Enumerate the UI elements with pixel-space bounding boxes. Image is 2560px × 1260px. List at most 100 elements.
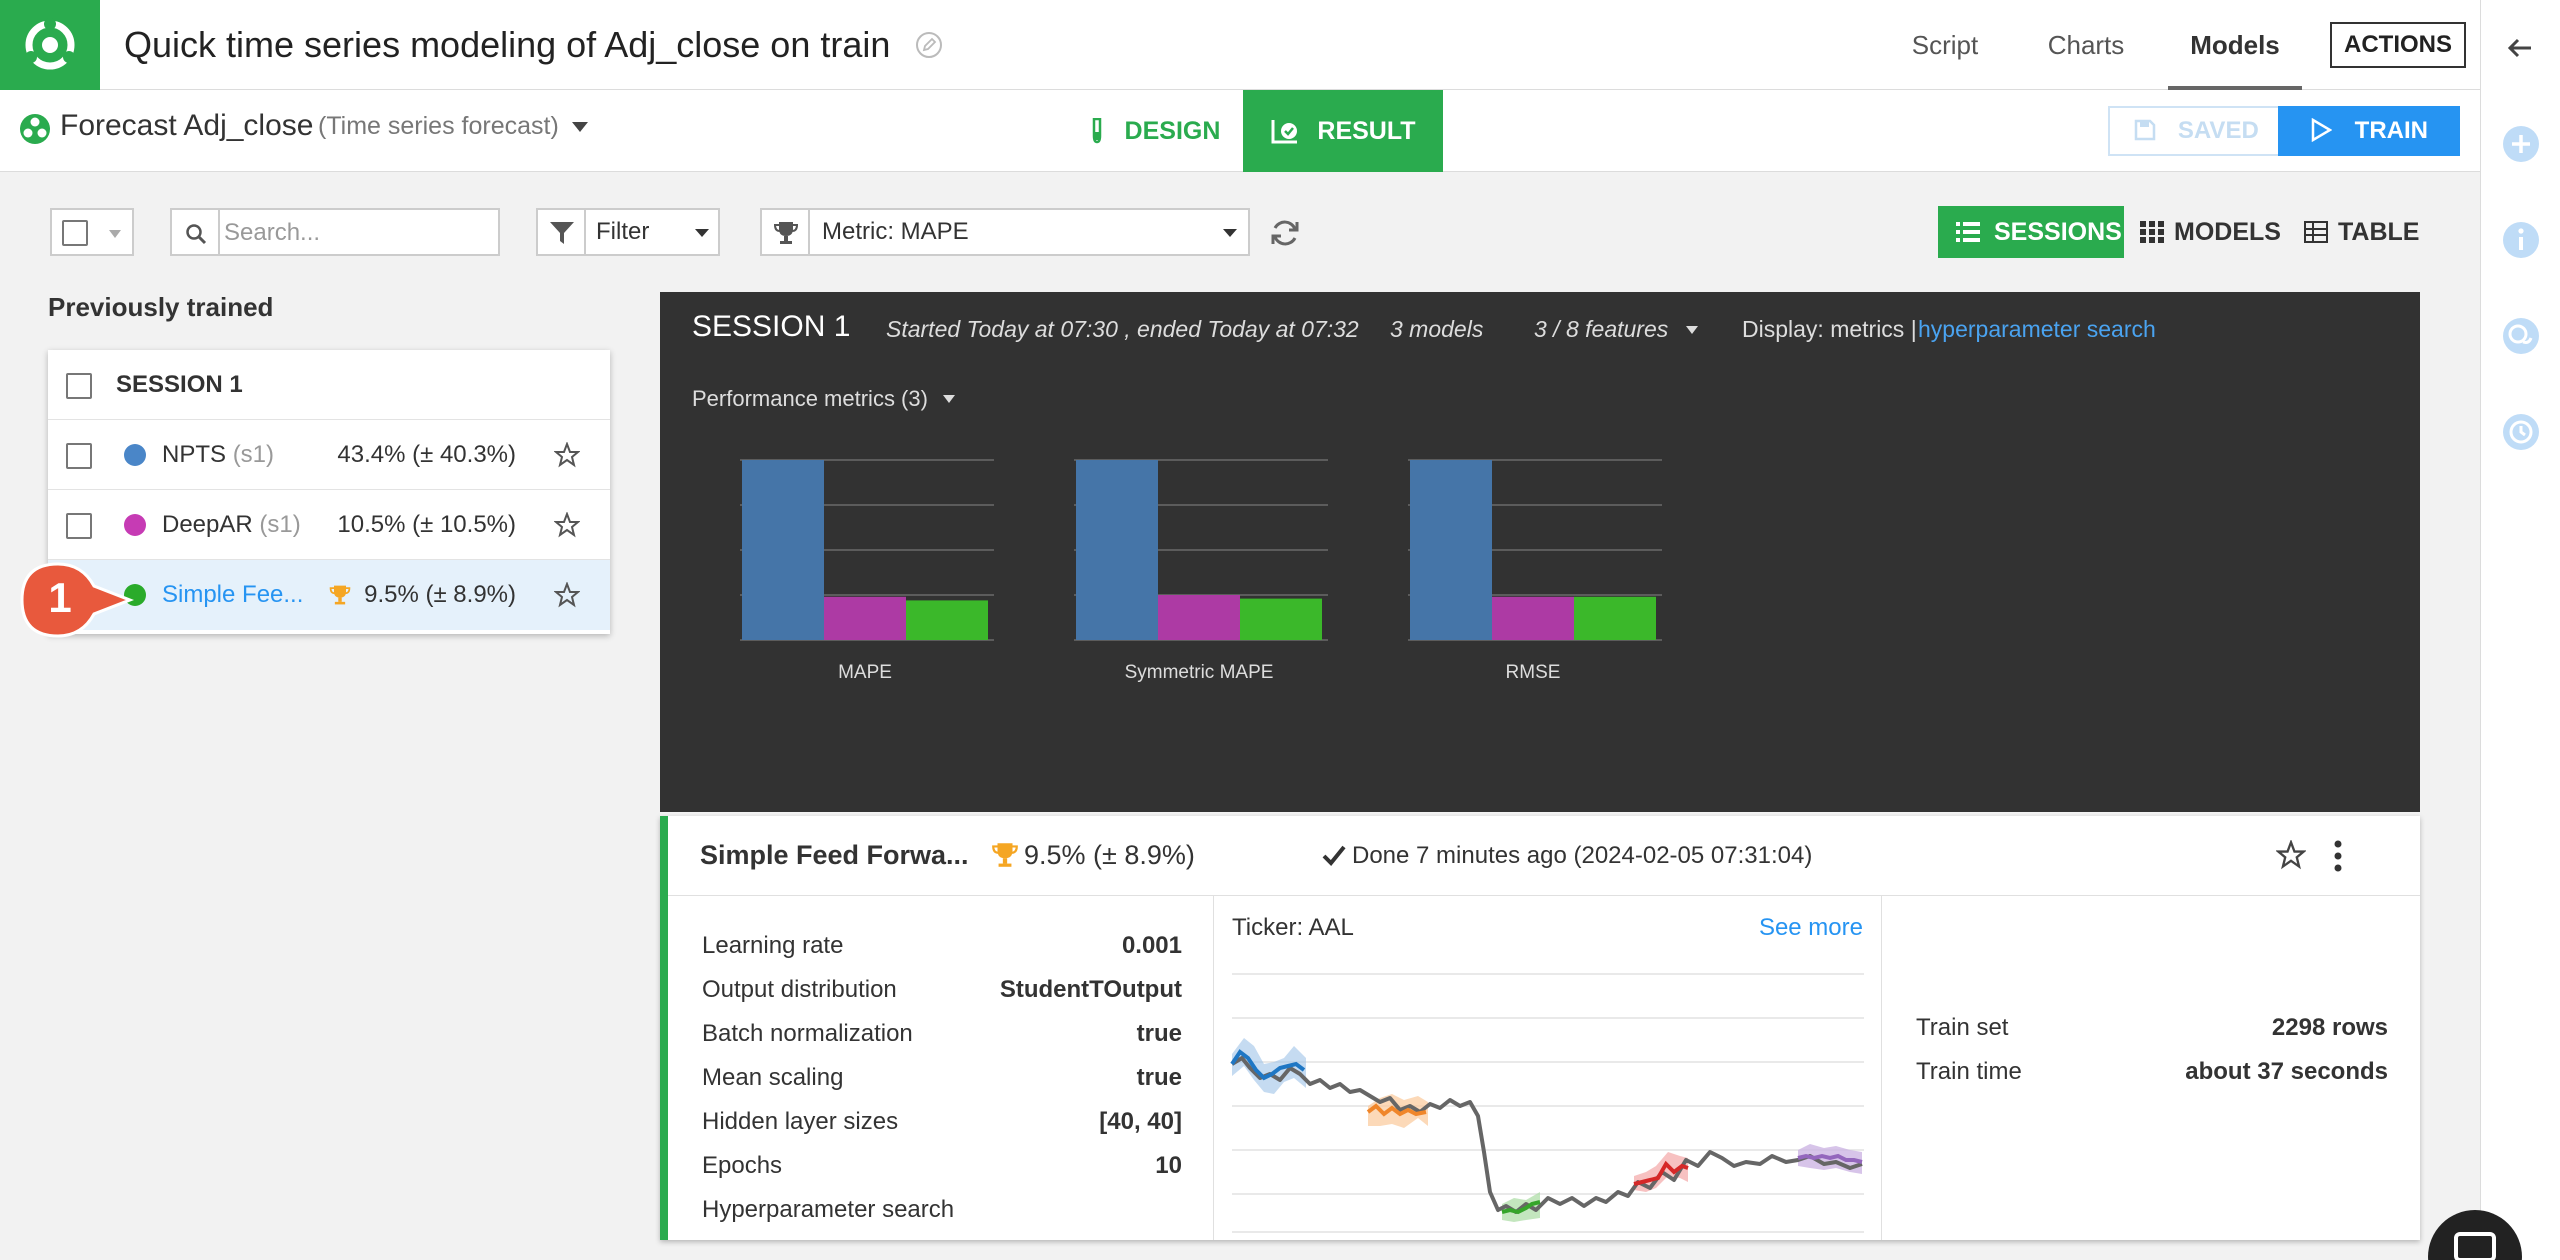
history-icon[interactable] [2499,410,2543,454]
bar-deepar-mape[interactable] [824,596,906,640]
save-disk-icon [2134,119,2156,141]
search-input[interactable] [224,218,486,248]
model-checkbox[interactable] [66,443,92,469]
bar-npts-rmse[interactable] [1410,460,1492,640]
actions-button[interactable]: ACTIONS [2330,22,2466,68]
bar-deepar-symmetric-mape[interactable] [1158,595,1240,640]
edit-title-icon[interactable] [914,30,944,60]
session-features-dropdown[interactable]: 3 / 8 features [1534,316,1699,343]
analysis-subheader: Forecast Adj_close (Time series forecast… [0,90,2480,172]
forecast-line-red [1633,1160,1689,1186]
model-name[interactable]: DeepAR (s1) [162,511,301,538]
caret-down-icon [1685,326,1698,334]
model-row-npts[interactable]: NPTS (s1) 43.4% (± 40.3%) [48,420,610,490]
hyperparameter-search-link[interactable]: hyperparameter search [1918,316,2156,342]
sessions-view-button[interactable]: SESSIONS [1938,206,2124,258]
nav-charts[interactable]: Charts [2047,30,2125,60]
model-checkbox[interactable] [66,513,92,539]
bar-simple-feed-forward-mape[interactable] [906,600,988,640]
models-view-button[interactable]: MODELS [2136,206,2282,258]
select-all-checkbox[interactable] [62,220,88,246]
table-label: TABLE [2338,218,2420,246]
grid-icon [2140,221,2164,243]
session-checkbox[interactable] [66,373,92,399]
back-arrow-icon[interactable] [2499,26,2543,70]
category-label: Symmetric MAPE [1125,662,1274,683]
bar-deepar-rmse[interactable] [1492,596,1574,640]
filter-dropdown[interactable]: Filter [536,208,720,256]
discussions-icon[interactable] [2499,314,2543,358]
features-label: 3 / 8 features [1534,316,1669,342]
page-title[interactable]: Quick time series modeling of Adj_close … [124,24,891,65]
star-icon[interactable] [554,442,580,468]
metric-select[interactable]: Metric: MAPE [760,208,1250,256]
model-color-dot [124,514,146,536]
caret-down-icon [695,229,709,237]
refresh-icon[interactable] [1268,216,1302,250]
detail-model-name[interactable]: Simple Feed Forwa... [700,840,969,870]
flask-icon [1092,117,1101,144]
param-row: Epochs 10 [702,1144,1182,1188]
model-score: 43.4% (± 40.3%) [337,441,516,468]
detail-status: Done 7 minutes ago (2024-02-05 07:31:04) [1352,842,1813,869]
saved-button[interactable]: SAVED [2108,106,2284,156]
nav-models[interactable]: Models [2190,30,2280,60]
top-header: Quick time series modeling of Adj_close … [0,0,2480,90]
session-timing: Started Today at 07:30 , ended Today at … [886,316,1359,342]
param-label: Learning rate [702,932,844,959]
bar-simple-feed-forward-symmetric-mape[interactable] [1240,598,1322,640]
star-icon[interactable] [2276,840,2306,870]
star-icon[interactable] [554,512,580,538]
bar-npts-mape[interactable] [742,460,824,640]
performance-metrics-dropdown[interactable]: Performance metrics (3) [692,386,956,412]
search-icon [186,224,207,245]
perf-label: Performance metrics (3) [692,386,928,411]
bar-npts-symmetric-mape[interactable] [1076,460,1158,640]
forecast-line-orange [1366,1103,1427,1117]
design-tab[interactable]: DESIGN [1070,90,1240,170]
metric-label: Metric: MAPE [822,218,969,245]
model-name[interactable]: Simple Fee... [162,581,304,608]
ticker-label: Ticker: AAL [1232,914,1354,941]
sessions-label: SESSIONS [1994,218,2122,246]
session-panel: SESSION 1 Started Today at 07:30 , ended… [660,292,2420,812]
caret-down-icon [1223,229,1237,237]
param-label: Mean scaling [702,1064,844,1091]
result-tab[interactable]: RESULT [1243,90,1443,172]
model-detail-card: Simple Feed Forwa... 9.5% (± 8.9%) Done … [660,816,2420,1240]
bar-simple-feed-forward-rmse[interactable] [1574,596,1656,640]
info-icon[interactable] [2499,218,2543,262]
see-more-link[interactable]: See more [1758,914,1863,941]
chart-gridlines [1232,973,1864,1233]
session-header-row[interactable]: SESSION 1 [48,350,610,420]
caret-down-icon[interactable] [108,229,122,239]
filter-label: Filter [596,218,650,245]
param-label: Epochs [702,1152,783,1179]
filter-funnel-icon [550,222,574,244]
table-view-button[interactable]: TABLE [2300,206,2430,258]
right-rail [2480,0,2560,1260]
param-label: Hidden layer sizes [702,1108,899,1135]
forecast-analysis-icon [20,114,50,144]
add-icon[interactable] [2499,122,2543,166]
star-icon[interactable] [554,582,580,608]
param-label: Batch normalization [702,1020,913,1047]
select-all-dropdown[interactable] [50,208,134,256]
checkmark-icon [1322,845,1346,866]
trophy-icon [773,222,799,244]
train-button[interactable]: TRAIN [2278,106,2460,156]
caret-down-icon[interactable] [570,120,590,134]
forecast-line-purple [1797,1153,1863,1164]
more-vertical-icon[interactable] [2330,838,2346,874]
model-name[interactable]: NPTS (s1) [162,441,275,468]
nav-script[interactable]: Script [1911,30,1979,60]
train-set-value: 2298 rows [2271,1014,2388,1041]
result-chart-icon [1271,120,1298,144]
analysis-name[interactable]: Forecast Adj_close [60,109,314,142]
dataiku-logo[interactable] [0,0,100,90]
hyperparameter-list: Learning rate 0.001 Output distribution … [668,896,1214,1240]
search-box[interactable] [170,208,500,256]
model-color-dot [124,444,146,466]
model-row-deepar[interactable]: DeepAR (s1) 10.5% (± 10.5%) [48,490,610,560]
session-model-count: 3 models [1390,316,1484,342]
